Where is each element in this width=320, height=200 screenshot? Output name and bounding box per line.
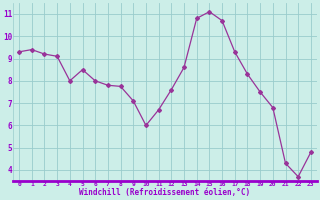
X-axis label: Windchill (Refroidissement éolien,°C): Windchill (Refroidissement éolien,°C) [79,188,251,197]
